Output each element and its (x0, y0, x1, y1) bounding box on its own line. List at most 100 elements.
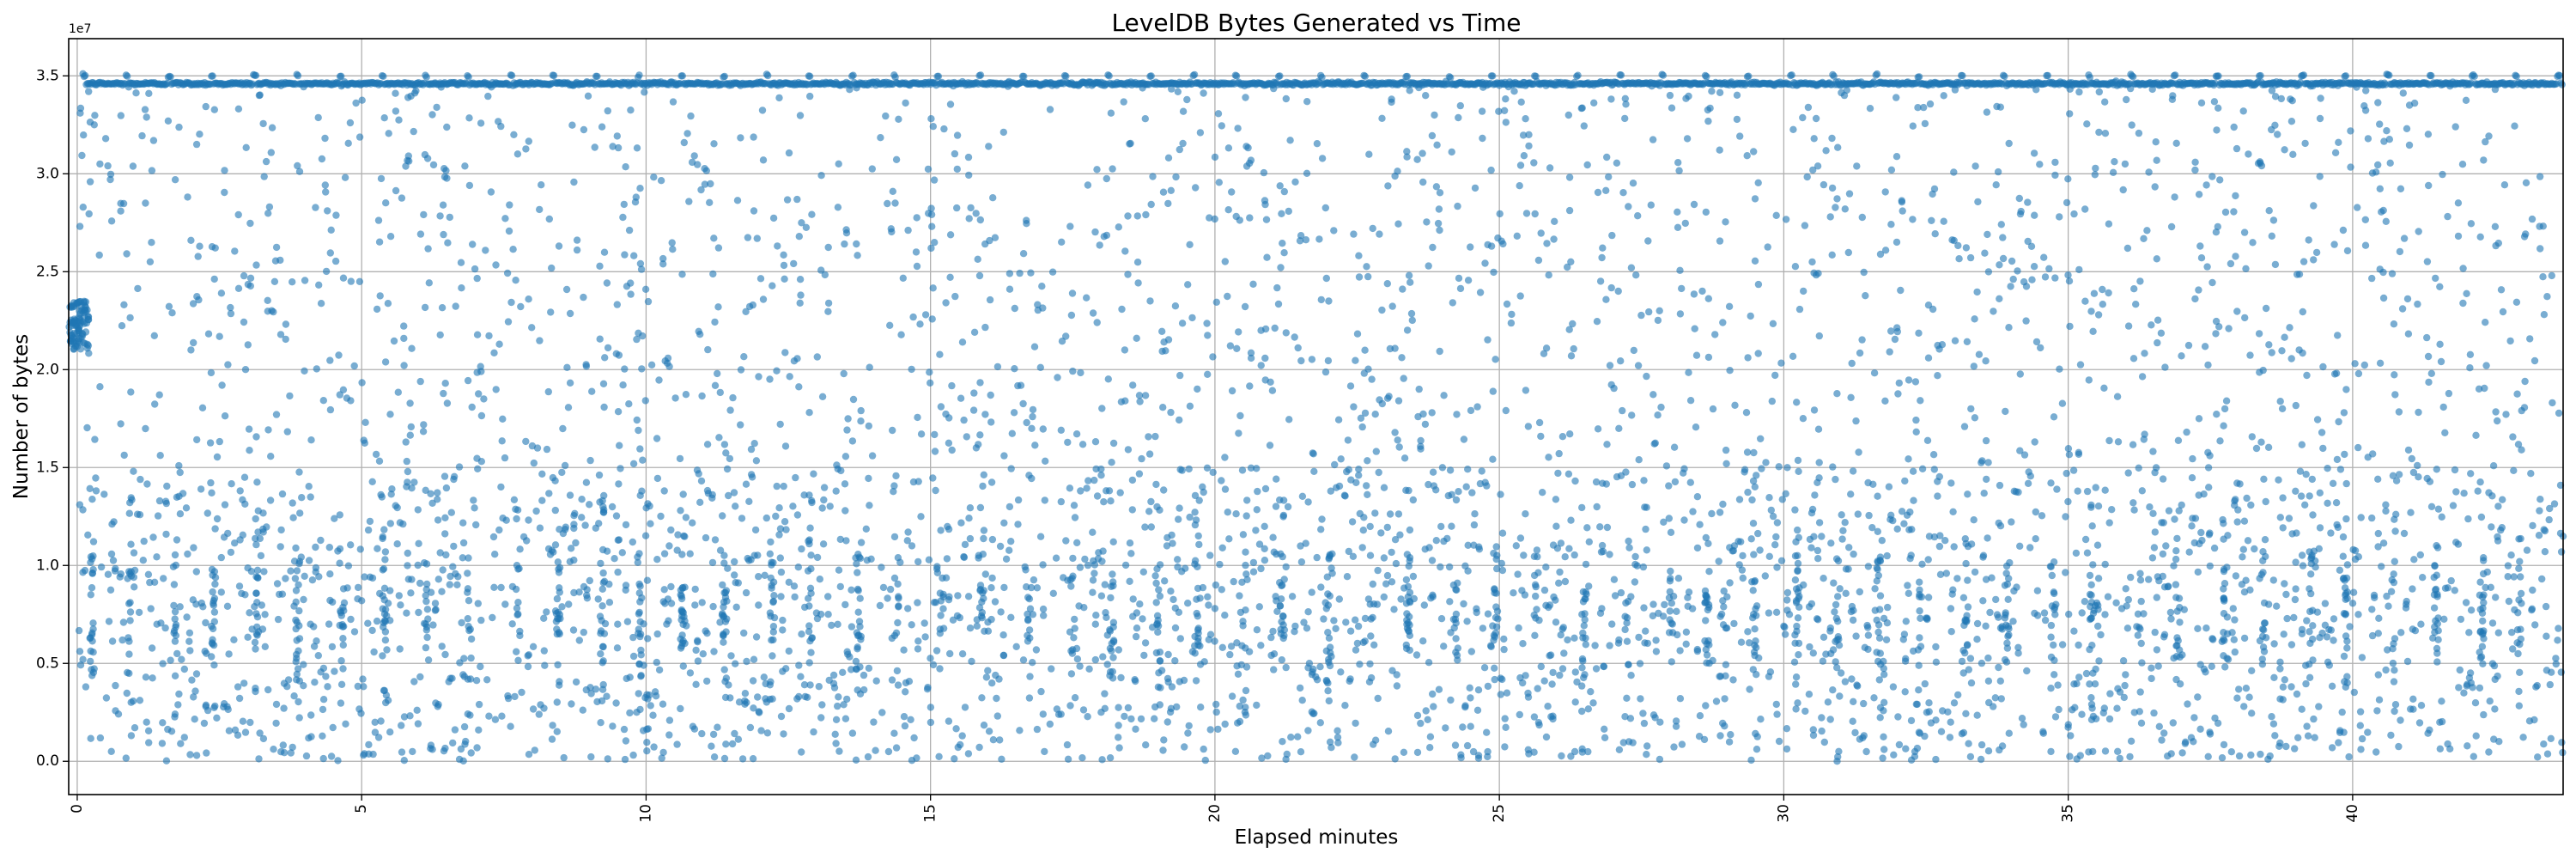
data-point (856, 623, 864, 631)
data-point (2136, 576, 2145, 584)
data-point (518, 688, 526, 697)
data-point (2354, 204, 2361, 211)
data-point (148, 644, 156, 652)
data-point (2172, 139, 2180, 147)
data-point (1079, 706, 1088, 714)
data-point (2220, 610, 2228, 618)
data-point (934, 72, 943, 81)
data-point (384, 697, 392, 704)
data-point (2257, 71, 2264, 80)
data-point (2293, 271, 2301, 278)
data-point (895, 603, 902, 611)
data-point (749, 301, 756, 309)
data-point (856, 594, 864, 602)
data-point (677, 594, 686, 603)
data-point (1874, 492, 1881, 500)
data-point (1367, 632, 1375, 640)
data-point (1791, 506, 1799, 514)
data-point (2307, 570, 2315, 578)
data-point (1267, 378, 1274, 386)
data-point (149, 674, 156, 682)
data-point (884, 747, 893, 756)
data-point (1203, 464, 1212, 472)
data-point (398, 722, 405, 729)
data-point (319, 732, 326, 740)
data-point (441, 514, 449, 521)
data-point (2174, 637, 2182, 645)
data-point (532, 507, 540, 515)
data-point (1571, 634, 1578, 642)
data-point (625, 226, 634, 235)
data-point (1479, 624, 1487, 632)
data-point (1873, 616, 1880, 624)
data-point (2408, 454, 2415, 463)
data-point (2064, 497, 2072, 506)
data-point (805, 409, 813, 417)
data-point (507, 71, 516, 80)
data-point (2347, 163, 2354, 171)
data-point (927, 379, 934, 387)
data-point (1274, 300, 1283, 308)
data-point (2383, 592, 2391, 600)
data-point (1402, 576, 1411, 584)
data-point (1440, 643, 1448, 650)
data-point (1727, 731, 1735, 739)
data-point (73, 343, 82, 350)
data-point (2070, 627, 2078, 635)
data-point (1303, 98, 1311, 106)
data-point (1815, 519, 1824, 527)
data-point (769, 623, 778, 631)
data-point (1370, 641, 1378, 649)
data-point (1374, 694, 1382, 703)
data-point (1674, 159, 1682, 167)
data-point (1751, 578, 1759, 586)
data-point (1179, 139, 1187, 148)
data-point (1159, 746, 1167, 754)
data-point (2157, 329, 2166, 337)
data-point (2086, 645, 2093, 654)
data-point (987, 418, 995, 426)
data-point (596, 262, 604, 270)
data-point (301, 367, 308, 375)
data-point (2306, 492, 2313, 500)
data-point (416, 377, 424, 386)
data-point (1204, 332, 1212, 339)
data-point (1671, 478, 1680, 486)
data-point (2089, 561, 2097, 569)
data-point (849, 71, 857, 79)
data-point (2342, 591, 2349, 600)
data-point (148, 167, 156, 174)
data-point (1834, 618, 1842, 625)
data-point (746, 723, 755, 732)
data-point (1701, 637, 1709, 645)
data-point (558, 603, 566, 611)
data-point (1057, 426, 1066, 434)
data-point (1858, 213, 1866, 222)
data-point (598, 585, 606, 593)
data-point (1709, 656, 1716, 665)
data-point (1656, 755, 1664, 764)
data-point (1235, 328, 1242, 336)
data-point (1285, 207, 1293, 216)
data-point (1124, 704, 1133, 712)
data-point (1783, 725, 1791, 733)
data-point (423, 606, 432, 613)
data-point (1466, 684, 1473, 691)
data-point (798, 545, 805, 553)
data-point (525, 751, 533, 758)
data-point (1167, 408, 1175, 417)
data-point (595, 520, 603, 527)
data-point (643, 739, 651, 746)
data-point (1502, 723, 1510, 731)
data-point (2400, 529, 2409, 538)
data-point (578, 514, 586, 521)
data-point (339, 665, 347, 673)
data-point (1571, 668, 1580, 676)
data-point (723, 597, 731, 605)
data-point (464, 376, 472, 385)
data-point (752, 457, 761, 465)
data-point (308, 576, 317, 584)
data-point (2002, 570, 2010, 577)
data-point (776, 554, 784, 562)
data-point (1954, 691, 1962, 699)
